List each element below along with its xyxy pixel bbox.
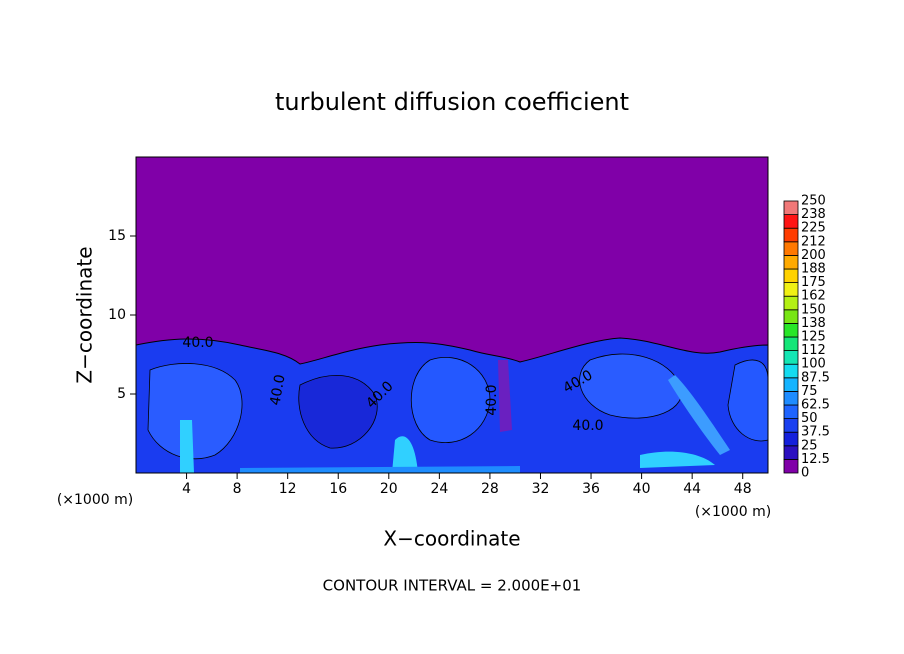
- plot-area: [135, 156, 769, 474]
- colorbar-label: 225: [801, 221, 826, 236]
- colorbar-label: 87.5: [801, 370, 830, 385]
- contour-label: 40.0: [484, 384, 500, 415]
- x-tick-label: 4: [182, 481, 191, 497]
- colorbar-swatch: [783, 363, 799, 379]
- colorbar-label: 25: [801, 438, 818, 453]
- colorbar-swatch: [783, 445, 799, 460]
- y-unit-label: (×1000 m): [57, 492, 133, 508]
- x-tick-label: 48: [734, 481, 752, 497]
- eddy: [498, 360, 512, 432]
- colorbar-swatch: [783, 390, 799, 406]
- chart-title: turbulent diffusion coefficient: [275, 88, 629, 116]
- eddy: [147, 363, 243, 460]
- eddy: [240, 466, 520, 473]
- x-tick-label: 16: [329, 481, 347, 497]
- eddy: [180, 420, 194, 473]
- x-tick-label: 20: [380, 481, 398, 497]
- x-tick-label: 12: [279, 481, 297, 497]
- contour-label: 40.0: [182, 335, 213, 351]
- colorbar-swatch: [783, 254, 799, 270]
- colorbar-label: 200: [801, 248, 826, 263]
- colorbar-swatch: [783, 431, 799, 447]
- colorbar-swatch: [783, 295, 799, 311]
- colorbar-label: 37.5: [801, 425, 830, 440]
- y-tick-label: 10: [108, 307, 126, 323]
- colorbar-label: 112: [801, 343, 826, 358]
- colorbar-label: 125: [801, 330, 826, 345]
- eddy: [298, 375, 378, 449]
- colorbar-swatch: [783, 214, 799, 229]
- contour-label: 40.0: [572, 418, 603, 434]
- colorbar-swatch: [783, 241, 799, 256]
- colorbar-swatch: [783, 268, 799, 284]
- eddy: [411, 357, 491, 443]
- x-tick-label: 44: [683, 481, 701, 497]
- colorbar-label: 75: [801, 384, 818, 399]
- colorbar-label: 138: [801, 316, 826, 331]
- eddy: [579, 353, 682, 419]
- eddy: [392, 436, 418, 473]
- colorbar-swatch: [783, 336, 799, 352]
- colorbar-label: 0: [801, 466, 809, 481]
- x-tick-label: 40: [633, 481, 651, 497]
- colorbar-swatch: [783, 322, 799, 338]
- x-tick-label: 28: [481, 481, 499, 497]
- eddy: [668, 375, 730, 455]
- colorbar-swatch: [783, 350, 799, 365]
- colorbar-label: 150: [801, 302, 826, 317]
- x-unit-label: (×1000 m): [695, 504, 771, 520]
- colorbar-label: 100: [801, 357, 826, 372]
- colorbar-swatch: [783, 377, 799, 392]
- y-tick-label: 15: [108, 228, 126, 244]
- colorbar-label: 175: [801, 275, 826, 290]
- eddy: [640, 451, 715, 468]
- colorbar-label: 50: [801, 411, 818, 426]
- colorbar-label: 250: [801, 194, 826, 209]
- x-tick-label: 32: [532, 481, 550, 497]
- footer-note: CONTOUR INTERVAL = 2.000E+01: [323, 577, 582, 595]
- y-tick-label: 5: [117, 386, 126, 402]
- x-tick-label: 8: [233, 481, 242, 497]
- x-tick-label: 36: [582, 481, 600, 497]
- y-axis-label: Z−coordinate: [73, 246, 97, 383]
- colorbar-swatch: [783, 309, 799, 324]
- colorbar-swatch: [783, 404, 799, 420]
- colorbar-swatch: [783, 200, 799, 216]
- colorbar-label: 212: [801, 234, 826, 249]
- x-axis-label: X−coordinate: [383, 527, 520, 551]
- colorbar-label: 62.5: [801, 398, 830, 413]
- colorbar-swatch: [783, 458, 799, 474]
- colorbar-swatch: [783, 282, 799, 297]
- colorbar-label: 162: [801, 289, 826, 304]
- colorbar-label: 188: [801, 262, 826, 277]
- contour-label: 40.0: [267, 373, 288, 406]
- colorbar-label: 12.5: [801, 452, 830, 467]
- colorbar-swatch: [783, 418, 799, 433]
- colorbar-swatch: [783, 227, 799, 243]
- colorbar-label: 238: [801, 207, 826, 222]
- x-tick-label: 24: [430, 481, 448, 497]
